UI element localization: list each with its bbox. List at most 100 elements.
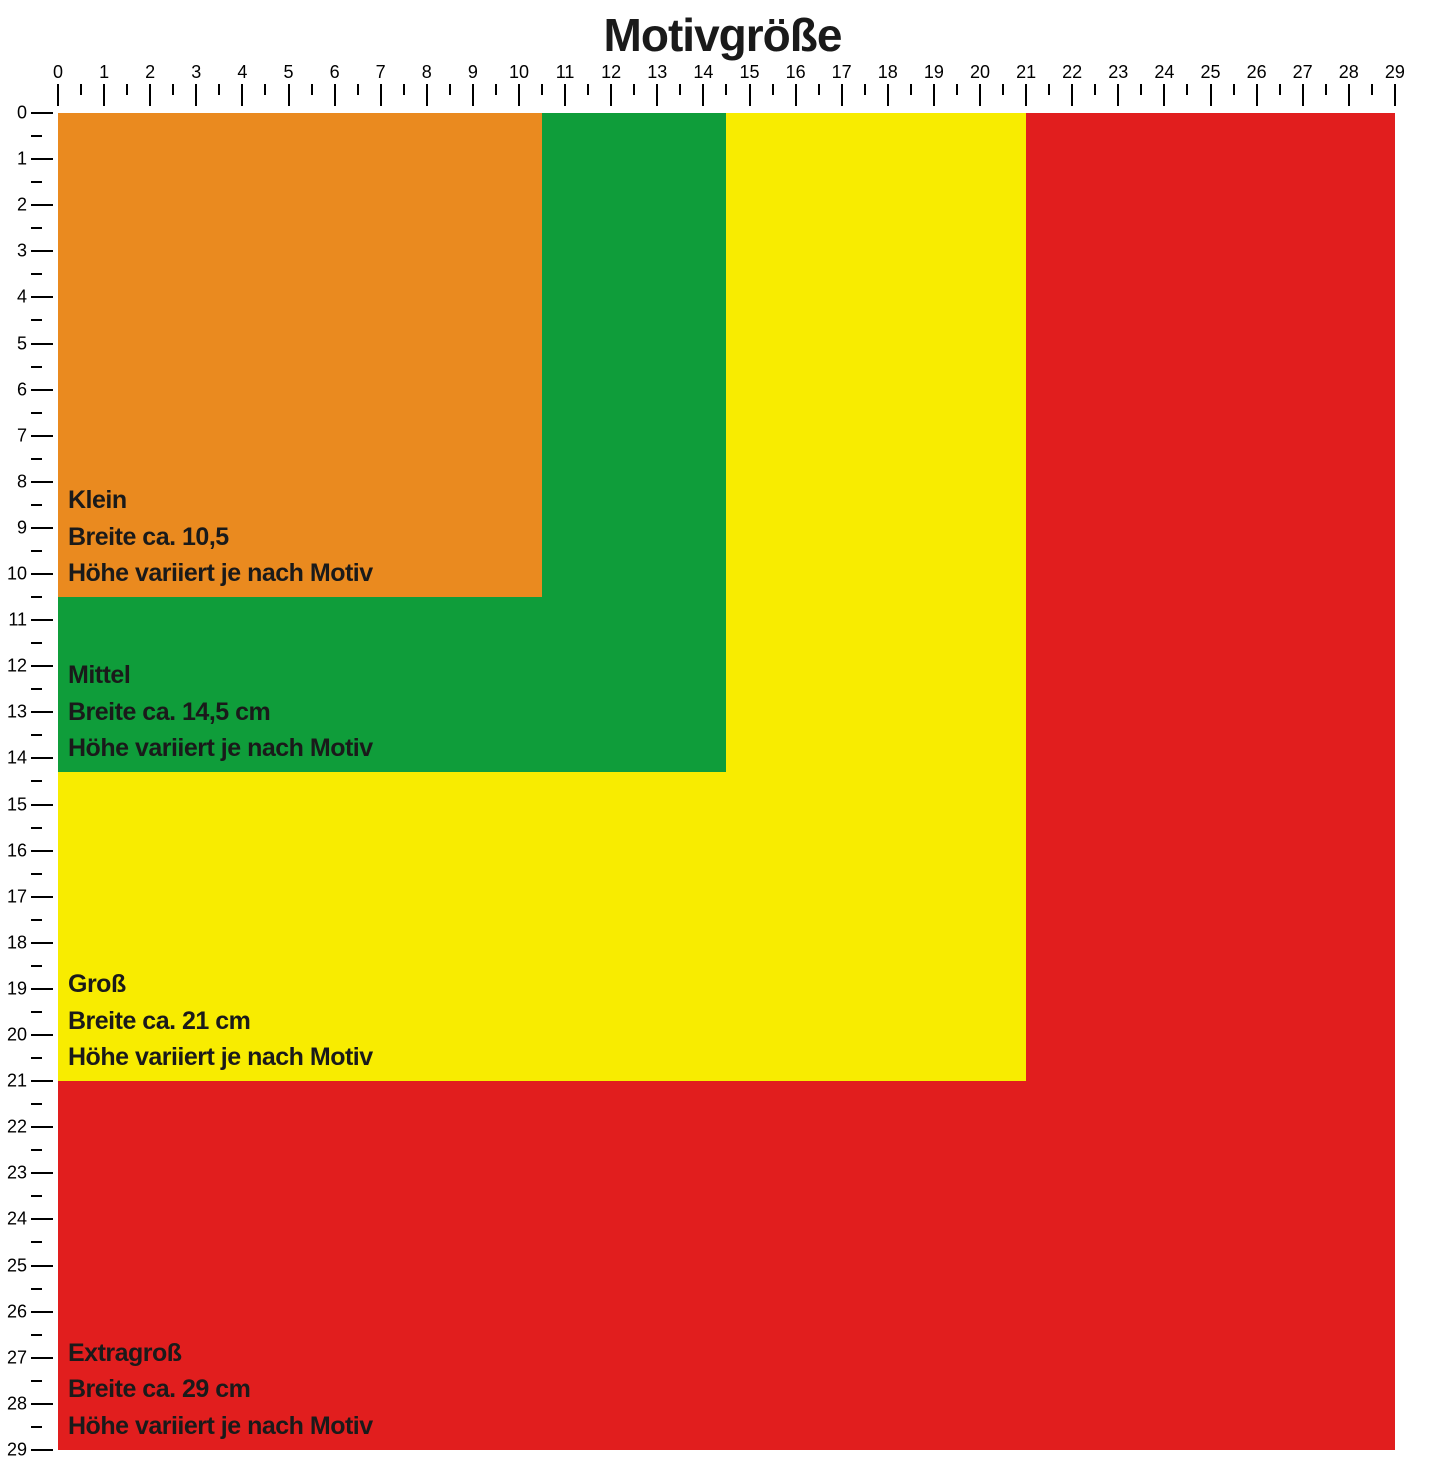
ruler-h-tick-major: [887, 84, 889, 106]
ruler-v-tick-minor: [31, 642, 42, 644]
ruler-h-label: 21: [1016, 62, 1036, 83]
ruler-h-label: 18: [878, 62, 898, 83]
ruler-v-tick-minor: [31, 1011, 42, 1013]
ruler-v-tick-major: [31, 1080, 53, 1082]
ruler-h-tick-major: [656, 84, 658, 106]
ruler-v-tick-minor: [31, 1288, 42, 1290]
ruler-v-label: 7: [0, 425, 27, 446]
ruler-h-label: 15: [739, 62, 759, 83]
ruler-h-tick-minor: [587, 84, 589, 95]
ruler-v-tick-major: [31, 942, 53, 944]
ruler-v-tick-minor: [31, 734, 42, 736]
ruler-h-tick-major: [979, 84, 981, 106]
ruler-h-label: 23: [1108, 62, 1128, 83]
ruler-h-label: 11: [556, 62, 575, 83]
ruler-v-label: 21: [0, 1071, 27, 1092]
ruler-h-tick-major: [518, 84, 520, 106]
ruler-v-label: 24: [0, 1209, 27, 1230]
ruler-v-tick-minor: [31, 688, 42, 690]
ruler-h-tick-major: [1210, 84, 1212, 106]
ruler-v-tick-major: [31, 804, 53, 806]
ruler-h-tick-minor: [1325, 84, 1327, 95]
size-label-height: Höhe variiert je nach Motiv: [68, 1039, 373, 1075]
ruler-v-tick-minor: [31, 504, 42, 506]
ruler-v-tick-major: [31, 112, 53, 114]
ruler-v-label: 6: [0, 379, 27, 400]
ruler-v-label: 22: [0, 1117, 27, 1138]
size-label-title: Mittel: [68, 657, 373, 693]
ruler-h-tick-minor: [956, 84, 958, 95]
size-label-height: Höhe variiert je nach Motiv: [68, 555, 373, 591]
ruler-h-tick-major: [288, 84, 290, 106]
ruler-v-label: 26: [0, 1301, 27, 1322]
ruler-v-label: 15: [0, 794, 27, 815]
ruler-h-label: 19: [924, 62, 944, 83]
ruler-v-tick-major: [31, 1126, 53, 1128]
ruler-v-label: 9: [0, 517, 27, 538]
ruler-v-tick-minor: [31, 550, 42, 552]
ruler-v-tick-major: [31, 988, 53, 990]
ruler-v-tick-major: [31, 527, 53, 529]
ruler-v-tick-minor: [31, 1426, 42, 1428]
ruler-h-label: 10: [509, 62, 529, 83]
ruler-v-tick-major: [31, 1311, 53, 1313]
ruler-h-tick-major: [1394, 84, 1396, 106]
ruler-h-label: 8: [422, 62, 432, 83]
ruler-h-tick-major: [1348, 84, 1350, 106]
size-label-width: Breite ca. 21 cm: [68, 1003, 373, 1039]
ruler-h-tick-major: [1256, 84, 1258, 106]
ruler-v-label: 27: [0, 1347, 27, 1368]
ruler-h-tick-minor: [403, 84, 405, 95]
ruler-h-label: 26: [1247, 62, 1267, 83]
ruler-h-tick-minor: [633, 84, 635, 95]
ruler-h-tick-minor: [126, 84, 128, 95]
ruler-v-label: 1: [0, 149, 27, 170]
size-label-height: Höhe variiert je nach Motiv: [68, 1408, 373, 1444]
ruler-v-tick-minor: [31, 1195, 42, 1197]
ruler-h-label: 28: [1339, 62, 1359, 83]
ruler-h-label: 12: [601, 62, 621, 83]
ruler-v-label: 29: [0, 1439, 27, 1460]
ruler-h-tick-minor: [679, 84, 681, 95]
ruler-v-label: 11: [0, 610, 27, 631]
size-label-klein: KleinBreite ca. 10,5Höhe variiert je nac…: [68, 482, 373, 591]
ruler-h-label: 0: [53, 62, 63, 83]
ruler-v-tick-major: [31, 204, 53, 206]
ruler-v-tick-minor: [31, 458, 42, 460]
ruler-h-tick-minor: [1048, 84, 1050, 95]
ruler-h-tick-major: [564, 84, 566, 106]
ruler-v-tick-major: [31, 1265, 53, 1267]
ruler-h-tick-minor: [1002, 84, 1004, 95]
ruler-v-tick-minor: [31, 827, 42, 829]
ruler-v-tick-major: [31, 343, 53, 345]
ruler-v-tick-major: [31, 250, 53, 252]
ruler-h-tick-minor: [264, 84, 266, 95]
ruler-v-tick-minor: [31, 965, 42, 967]
ruler-h-tick-major: [426, 84, 428, 106]
ruler-v-tick-major: [31, 757, 53, 759]
ruler-h-tick-minor: [495, 84, 497, 95]
ruler-h-label: 3: [191, 62, 201, 83]
ruler-h-tick-major: [610, 84, 612, 106]
ruler-h-label: 25: [1200, 62, 1220, 83]
ruler-v-tick-minor: [31, 135, 42, 137]
ruler-h-tick-minor: [80, 84, 82, 95]
ruler-v-label: 23: [0, 1163, 27, 1184]
ruler-v-tick-minor: [31, 227, 42, 229]
ruler-h-tick-minor: [772, 84, 774, 95]
ruler-v-label: 2: [0, 195, 27, 216]
ruler-v-tick-major: [31, 389, 53, 391]
ruler-h-tick-minor: [725, 84, 727, 95]
ruler-v-tick-minor: [31, 319, 42, 321]
ruler-h-tick-minor: [449, 84, 451, 95]
ruler-v-tick-major: [31, 573, 53, 575]
ruler-h-tick-major: [795, 84, 797, 106]
ruler-v-tick-major: [31, 619, 53, 621]
size-label-title: Extragroß: [68, 1335, 373, 1371]
ruler-v-tick-minor: [31, 873, 42, 875]
ruler-v-label: 8: [0, 471, 27, 492]
ruler-h-tick-minor: [1140, 84, 1142, 95]
ruler-v-tick-major: [31, 1449, 53, 1451]
ruler-v-label: 12: [0, 656, 27, 677]
ruler-h-tick-minor: [1186, 84, 1188, 95]
